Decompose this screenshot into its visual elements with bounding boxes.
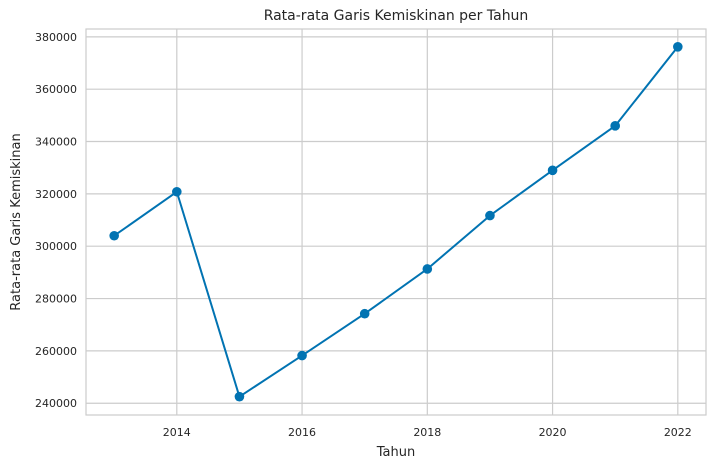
x-tick-label: 2020 [539,426,567,439]
y-tick-label: 320000 [35,188,77,201]
plot-frame [85,28,707,416]
y-tick-label: 280000 [35,293,77,306]
data-point [485,210,495,221]
data-point [673,41,683,52]
y-tick-label: 240000 [35,397,77,410]
data-point [172,186,182,197]
data-point [422,264,433,274]
x-axis-title: Tahun [376,445,415,460]
x-tick-label: 2016 [288,426,316,439]
x-tick-label: 2018 [413,426,441,439]
plot-background [86,29,706,415]
y-tick-label: 340000 [35,136,77,149]
x-tick-label: 2014 [163,426,191,439]
y-tick-label: 360000 [35,83,77,96]
data-point [234,391,245,402]
data-series [109,41,683,402]
data-point [359,308,370,319]
y-tick-label: 260000 [35,345,77,358]
y-axis-title: Rata-rata Garis Kemiskinan [9,133,24,310]
chart-title: Rata-rata Garis Kemiskinan per Tahun [264,8,529,24]
x-tick-label: 2022 [664,426,692,439]
y-tick-label: 300000 [35,240,77,253]
tick-labels: 2014 2016 2018 2020 2022 240000 260000 280000 30… [35,31,692,439]
data-point [610,121,620,131]
data-point [547,165,558,176]
series-line [113,46,679,398]
y-tick-label: 380000 [35,31,77,44]
data-point [297,350,307,361]
data-point [109,230,119,241]
grid-lines [86,29,706,415]
